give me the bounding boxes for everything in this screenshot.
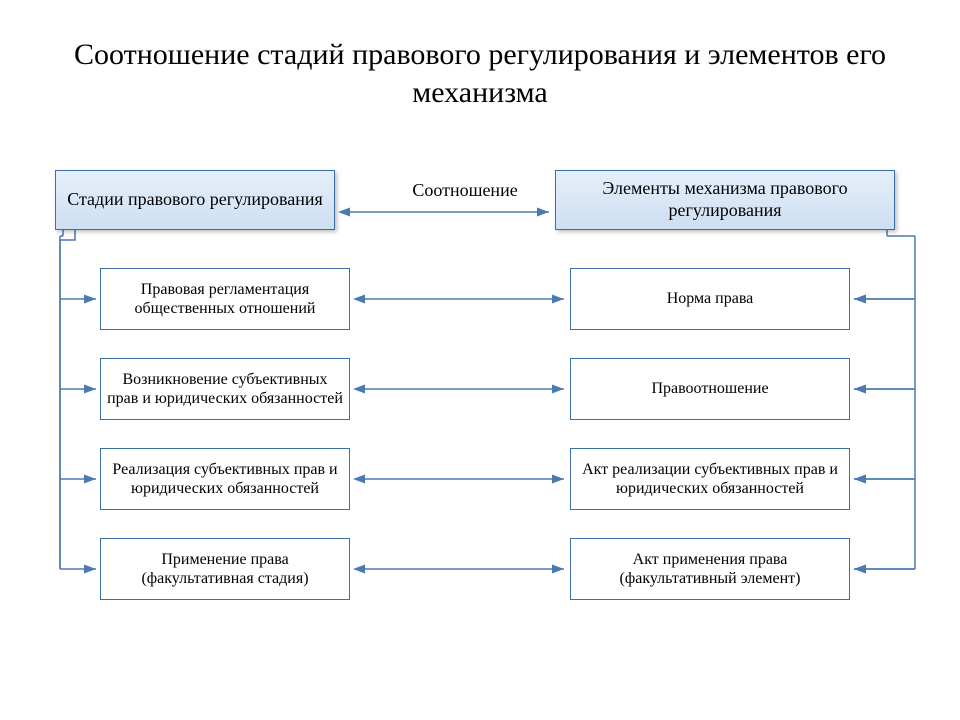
right-item-3: Акт применения права (факультативный эле… <box>570 538 850 600</box>
right-item-1: Правоотношение <box>570 358 850 420</box>
left-item-2: Реализация субъективных прав и юридическ… <box>100 448 350 510</box>
left-item-0: Правовая регламентация общественных отно… <box>100 268 350 330</box>
center-label: Соотношение <box>390 180 540 201</box>
left-item-3: Применение права (факультативная стадия) <box>100 538 350 600</box>
left-header-box: Стадии правового регулирования <box>55 170 335 230</box>
right-item-0: Норма права <box>570 268 850 330</box>
right-item-2: Акт реализации субъективных прав и юриди… <box>570 448 850 510</box>
left-item-1: Возникновение субъективных прав и юридич… <box>100 358 350 420</box>
right-header-box: Элементы механизма правового регулирован… <box>555 170 895 230</box>
